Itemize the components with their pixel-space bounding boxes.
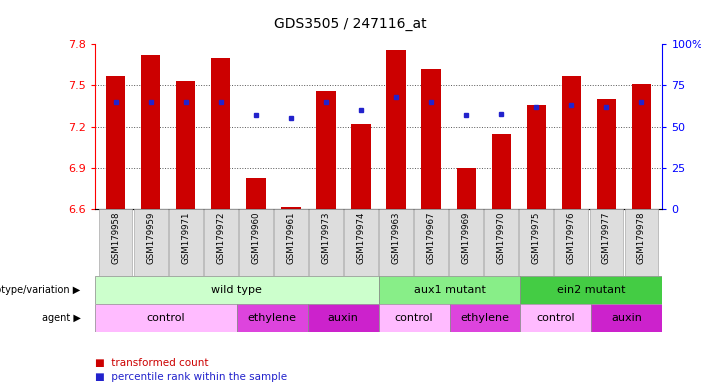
Text: GSM179963: GSM179963 — [392, 212, 400, 265]
Text: ethylene: ethylene — [461, 313, 510, 323]
Bar — [625, 209, 658, 276]
Bar — [141, 55, 161, 209]
Bar — [95, 304, 236, 332]
Bar — [281, 207, 301, 209]
Bar — [95, 276, 379, 304]
Bar — [379, 304, 449, 332]
Text: GSM179976: GSM179976 — [567, 212, 576, 265]
Bar — [351, 124, 371, 209]
Bar — [449, 209, 483, 276]
Bar — [590, 209, 623, 276]
Text: GSM179971: GSM179971 — [182, 212, 190, 265]
Bar — [519, 209, 553, 276]
Text: GSM179969: GSM179969 — [462, 212, 470, 264]
Text: ■  transformed count: ■ transformed count — [95, 358, 208, 368]
Text: GSM179959: GSM179959 — [147, 212, 155, 264]
Bar — [414, 209, 448, 276]
Bar — [204, 209, 238, 276]
Bar — [309, 209, 343, 276]
Bar — [239, 209, 273, 276]
Bar — [379, 209, 413, 276]
Text: auxin: auxin — [611, 313, 642, 323]
Bar — [386, 50, 406, 209]
Bar — [520, 276, 662, 304]
Bar — [344, 209, 378, 276]
Text: agent ▶: agent ▶ — [42, 313, 81, 323]
Text: GSM179961: GSM179961 — [287, 212, 295, 265]
Bar — [526, 105, 546, 209]
Bar — [99, 209, 132, 276]
Text: control: control — [537, 313, 576, 323]
Bar — [308, 304, 379, 332]
Text: GSM179973: GSM179973 — [322, 212, 330, 265]
Bar — [520, 304, 592, 332]
Text: GSM179960: GSM179960 — [252, 212, 260, 265]
Text: aux1 mutant: aux1 mutant — [414, 285, 486, 295]
Text: GSM179978: GSM179978 — [637, 212, 646, 265]
Bar — [316, 91, 336, 209]
Text: GSM179967: GSM179967 — [427, 212, 435, 265]
Text: GSM179958: GSM179958 — [111, 212, 120, 265]
Bar — [449, 304, 520, 332]
Text: ■  percentile rank within the sample: ■ percentile rank within the sample — [95, 372, 287, 382]
Bar — [421, 69, 441, 209]
Bar — [456, 168, 476, 209]
Text: GSM179970: GSM179970 — [497, 212, 505, 265]
Bar — [169, 209, 203, 276]
Bar — [597, 99, 616, 209]
Bar — [274, 209, 308, 276]
Text: GDS3505 / 247116_at: GDS3505 / 247116_at — [274, 17, 427, 31]
Text: ethylene: ethylene — [247, 313, 297, 323]
Text: auxin: auxin — [327, 313, 358, 323]
Bar — [176, 81, 196, 209]
Text: GSM179977: GSM179977 — [602, 212, 611, 265]
Text: GSM179972: GSM179972 — [217, 212, 225, 265]
Text: control: control — [395, 313, 433, 323]
Bar — [632, 84, 651, 209]
Text: GSM179974: GSM179974 — [357, 212, 365, 265]
Bar — [211, 58, 231, 209]
Text: ein2 mutant: ein2 mutant — [557, 285, 626, 295]
Text: wild type: wild type — [211, 285, 262, 295]
Bar — [379, 276, 520, 304]
Text: genotype/variation ▶: genotype/variation ▶ — [0, 285, 81, 295]
Text: GSM179975: GSM179975 — [532, 212, 540, 265]
Bar — [562, 76, 581, 209]
Bar — [554, 209, 588, 276]
Bar — [246, 178, 266, 209]
Bar — [106, 76, 125, 209]
Bar — [592, 304, 662, 332]
Bar — [134, 209, 168, 276]
Bar — [491, 134, 511, 209]
Bar — [236, 304, 308, 332]
Bar — [484, 209, 518, 276]
Text: control: control — [147, 313, 185, 323]
